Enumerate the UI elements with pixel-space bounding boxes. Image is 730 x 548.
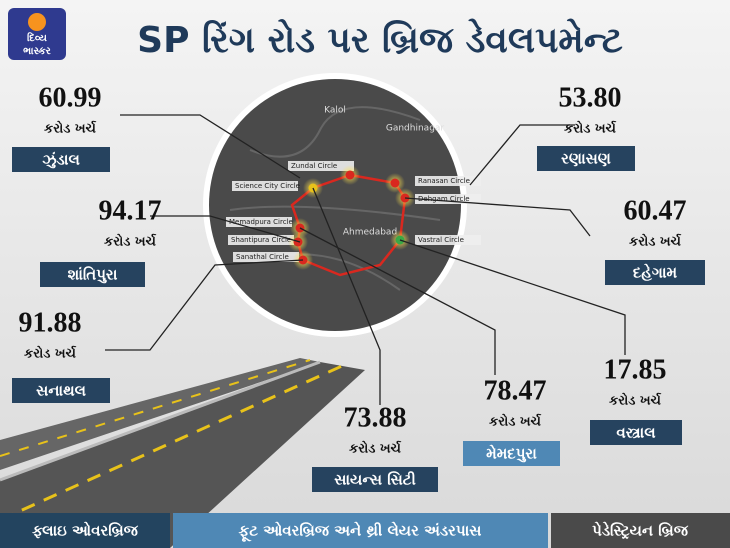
leader-line [105, 259, 304, 351]
map-place: Kalol [324, 106, 346, 116]
map-label-box [415, 194, 481, 204]
leader-line [299, 227, 496, 375]
map-label-box [288, 161, 354, 171]
cost-value: 60.47 [624, 195, 687, 226]
name-box [40, 262, 145, 287]
cost-value: 17.85 [604, 354, 667, 385]
road-rail [0, 360, 321, 482]
map-label: Sanathal Circle [236, 253, 289, 261]
map-label-box [233, 252, 299, 262]
road [0, 362, 365, 548]
cost-value: 60.99 [39, 82, 102, 113]
footer-label: ફૂટ ઓવરબ્રિજ અને થ્રી લેયર અંડરપાસ [239, 520, 482, 542]
cost-unit: કરોડ ખર્ચ [104, 233, 157, 250]
logo-text: ભાસ્કર [23, 46, 51, 57]
map-label-box [415, 176, 481, 186]
footer-label: પેડેસ્ટ્રિયન બ્રિજ [592, 520, 689, 539]
map-label: Shantipura Circle [231, 236, 291, 244]
leader-line [312, 187, 381, 405]
map-label: Ranasan Circle [418, 177, 470, 185]
cost-value: 91.88 [19, 307, 82, 338]
name-box [12, 378, 110, 403]
cost-value: 78.47 [484, 375, 547, 406]
map-place: Gandhinagar [386, 124, 445, 134]
map-label-box [226, 217, 292, 227]
cost-unit: કરોડ ખર્ચ [564, 120, 617, 137]
location-name: ઝુંડાલ [42, 151, 80, 169]
pin [345, 170, 355, 180]
title: SP રિંગ રોડ પર બ્રિજ ડેવલપમેન્ટ [137, 18, 623, 61]
logo-box [8, 8, 66, 60]
map-label: Zundal Circle [291, 162, 337, 170]
footer-segment [173, 513, 548, 548]
road [0, 358, 320, 470]
map-label: Memadpura Circle [229, 218, 293, 226]
leader-line [469, 124, 575, 186]
location-name: રણાસણ [561, 150, 611, 168]
location-name: શાંતિપુરા [68, 266, 118, 284]
map-label: Science City Circle [235, 182, 300, 190]
name-box [463, 441, 560, 466]
footer-label: ફ્લાઇ ઓવરબ્રિજ [32, 521, 138, 540]
cost-unit: કરોડ ખર્ચ [629, 233, 682, 250]
name-box [605, 260, 705, 285]
leader-line [404, 197, 591, 237]
cost-unit: કરોડ ખર્ચ [44, 120, 97, 137]
map-label: Dehgam Circle [418, 195, 470, 203]
leader-line [399, 239, 626, 355]
pin [390, 178, 400, 188]
location-name: વસ્ત્રાલ [616, 424, 656, 442]
map [209, 79, 461, 331]
location-name: મેમદપુરા [486, 443, 537, 462]
cost-value: 53.80 [559, 82, 622, 113]
cost-value: 73.88 [344, 402, 407, 433]
leader-line [150, 215, 301, 243]
logo-text: દિવ્ય [27, 31, 48, 44]
map-label: Vastral Circle [418, 236, 464, 244]
name-box [12, 147, 110, 172]
logo-sun [28, 13, 46, 31]
location-name: સાયન્સ સિટી [334, 471, 416, 489]
footer-segment [0, 513, 170, 548]
cost-unit: કરોડ ખર્ચ [349, 440, 402, 457]
name-box [312, 467, 438, 492]
road-marking [0, 359, 311, 457]
cost-unit: કરોડ ખર્ચ [609, 392, 662, 409]
footer-segment [551, 513, 730, 548]
cost-value: 94.17 [99, 195, 162, 226]
location-name: દહેગામ [633, 262, 678, 281]
map-label-box [415, 235, 481, 245]
cost-unit: કરોડ ખર્ચ [489, 413, 542, 430]
map-label-box [228, 235, 294, 245]
cost-unit: કરોડ ખર્ચ [24, 345, 77, 362]
map-label-box [232, 181, 298, 191]
name-box [590, 420, 682, 445]
map-place: Ahmedabad [343, 228, 397, 238]
road-marking [0, 364, 343, 522]
location-name: સનાથલ [36, 382, 87, 400]
name-box [537, 146, 635, 171]
leader-line [120, 114, 301, 179]
